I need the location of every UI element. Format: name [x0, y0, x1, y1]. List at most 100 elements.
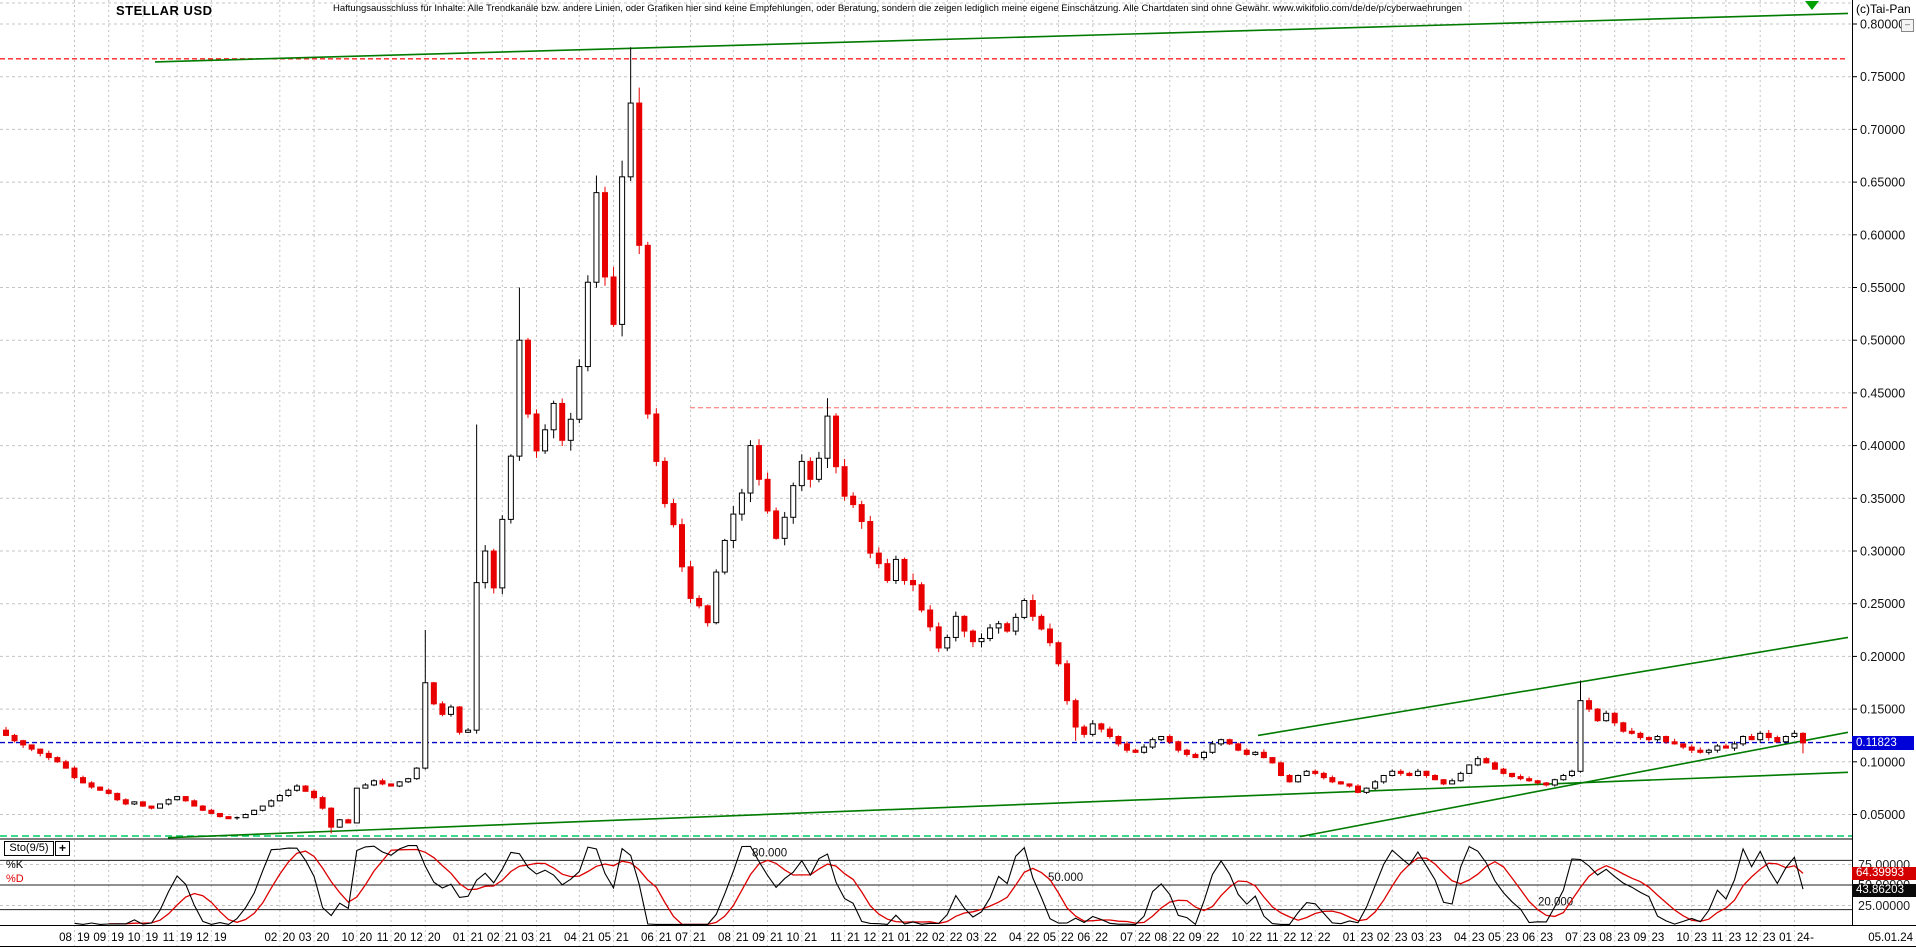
xaxis-year-label: 23 [1472, 932, 1485, 944]
candle-body [1200, 751, 1207, 759]
candle-body [833, 415, 840, 468]
candle-body [1722, 745, 1729, 749]
price-axis-label: 0.40000 [1860, 439, 1905, 453]
candle-body [1466, 764, 1473, 774]
candle-body [1329, 777, 1336, 783]
candle-body [148, 805, 155, 809]
stoch-k-label: %K [6, 859, 24, 872]
candle-body [1663, 736, 1670, 743]
xaxis-year-label: 22 [916, 932, 929, 944]
candle-body [867, 520, 874, 554]
xaxis-year-label: 23 [1506, 932, 1519, 944]
candle-body [1799, 732, 1806, 744]
candle-body [1671, 741, 1678, 745]
xaxis-year-label: 23 [1763, 932, 1776, 944]
candle-body [1509, 772, 1516, 778]
indicator-add-icon[interactable]: + [55, 841, 70, 856]
candle-body [1320, 772, 1327, 779]
candle-body [1705, 749, 1712, 753]
candle-body [1543, 782, 1550, 786]
xaxis-month-label: 09 [93, 932, 106, 944]
xaxis-year-label: 23 [1540, 932, 1553, 944]
candle-body [1132, 749, 1139, 753]
candle-body [593, 192, 600, 283]
candle-body [353, 787, 360, 824]
candle-body [37, 748, 44, 754]
candle-body [1004, 623, 1011, 632]
xaxis-month-label: 12 [1300, 932, 1313, 944]
candle-body [730, 513, 737, 541]
candle-body [242, 814, 249, 819]
price-axis-label: 0.50000 [1860, 334, 1905, 348]
candle-body [1295, 775, 1302, 783]
xaxis-year-label: 23 [1728, 932, 1741, 944]
price-axis-label: 0.15000 [1860, 703, 1905, 717]
candle-body [1483, 758, 1490, 764]
candle-body [174, 796, 181, 801]
candle-body [1765, 732, 1772, 739]
candle-body [1029, 600, 1036, 617]
candle-body [45, 752, 52, 759]
candle-body [1183, 749, 1190, 755]
xaxis-year-label: 24 [1797, 932, 1810, 944]
stoch-axis-label: 25.00000 [1858, 899, 1910, 913]
candle-body [636, 102, 643, 246]
xaxis-month-label: 08 [59, 932, 72, 944]
candle-body [1791, 732, 1798, 738]
candle-body [601, 192, 608, 278]
candle-body [610, 276, 617, 325]
candle-body [1406, 772, 1413, 777]
candle-body [627, 102, 634, 178]
candle-body [653, 413, 660, 462]
candle-body [131, 801, 138, 805]
candle-body [1680, 743, 1687, 748]
xaxis-year-label: 21 [804, 932, 817, 944]
xaxis-month-label: 10 [1231, 932, 1244, 944]
candle-body [619, 176, 626, 325]
candle-body [251, 809, 258, 815]
price-axis-label: 0.30000 [1860, 545, 1905, 559]
candle-body [3, 729, 9, 736]
candle-body [756, 445, 763, 480]
candle-body [1594, 708, 1601, 722]
xaxis-year-label: 21 [505, 932, 518, 944]
xaxis-year-label: 21 [616, 932, 629, 944]
xaxis-year-label: 19 [214, 932, 227, 944]
candle-body [747, 445, 754, 494]
indicator-name-box[interactable]: Sto(9/5) [4, 841, 54, 856]
xaxis-year-label: 22 [1061, 932, 1074, 944]
candle-body [1637, 732, 1644, 739]
collapse-icon[interactable]: – [1901, 19, 1914, 32]
candle-body [824, 415, 831, 459]
candle-body [447, 706, 454, 715]
price-axis-label: 0.65000 [1860, 176, 1905, 190]
candle-body [379, 780, 386, 785]
price-axis-label: 0.75000 [1860, 70, 1905, 84]
xaxis-year-label: 23 [1361, 932, 1374, 944]
xaxis-month-label: 12 [864, 932, 877, 944]
xaxis-year-label: 20 [317, 932, 330, 944]
candle-body [1620, 722, 1627, 732]
candle-body [1688, 746, 1695, 751]
candle-body [944, 636, 951, 649]
candle-body [1115, 736, 1122, 745]
xaxis-year-label: 19 [180, 932, 193, 944]
candle-body [910, 580, 917, 586]
xaxis-month-label: 12 [196, 932, 209, 944]
candle-body [1064, 663, 1071, 702]
xaxis-month-label: 10 [787, 932, 800, 944]
price-axis-label: 0.25000 [1860, 597, 1905, 611]
xaxis-month-label: 11 [1267, 932, 1279, 944]
xaxis-month-label: 11 [377, 932, 389, 944]
trend-arrow-icon [1805, 1, 1819, 10]
candle-body [1269, 757, 1276, 764]
candle-body [875, 552, 882, 565]
xaxis-year-label: 22 [1249, 932, 1262, 944]
xaxis-year-label: 21 [659, 932, 672, 944]
xaxis-year-label: 22 [984, 932, 997, 944]
candle-body [542, 429, 549, 452]
xaxis-month-label: 02 [932, 932, 945, 944]
xaxis-month-label: 07 [675, 932, 688, 944]
